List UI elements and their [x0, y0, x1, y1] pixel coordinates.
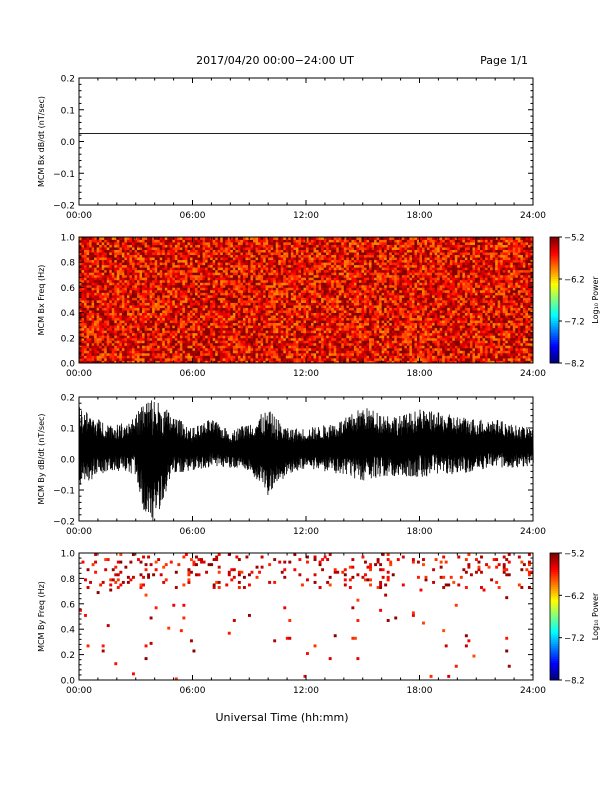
y-tick-label: 0.8 — [61, 575, 76, 585]
x-tick-label: 12:00 — [293, 211, 319, 221]
x-tick-label: 12:00 — [293, 369, 319, 379]
colorbar-label: Log₁₀ Power — [591, 592, 600, 640]
colorbar-tick: −6.2 — [564, 276, 585, 286]
y-tick-label: 0.0 — [61, 360, 76, 370]
y-tick-label: 0.4 — [61, 626, 76, 636]
x-tick-label: 00:00 — [66, 527, 92, 537]
y-tick-label: 0.1 — [61, 106, 75, 116]
colorbar: −5.2 −6.2 −7.2 −8.2 Log₁₀ Power — [549, 550, 600, 687]
y-tick-label: −0.1 — [53, 170, 75, 180]
x-axis-label: Universal Time (hh:mm) — [216, 711, 349, 724]
panel-2: −5.2 −6.2 −7.2 −8.2 Log₁₀ Power 00:00 06:00 12:… — [37, 234, 600, 380]
x-tick-label: 18:00 — [407, 211, 433, 221]
colorbar-tick: −8.2 — [564, 360, 585, 370]
x-tick-label: 06:00 — [180, 369, 206, 379]
x-tick-label: 18:00 — [407, 527, 433, 537]
y-tick-label: 0.1 — [61, 425, 75, 435]
y-axis-label: MCM Bx Freq (Hz) — [37, 265, 46, 336]
x-tick-label: 12:00 — [293, 527, 319, 537]
y-tick-label: 1.0 — [61, 550, 76, 560]
y-tick-label: 0.0 — [61, 677, 76, 687]
y-tick-label: 0.2 — [61, 75, 75, 85]
y-tick-label: 0.0 — [61, 456, 76, 466]
y-axis-label: MCM Bx dB/dt (nT/sec) — [37, 96, 46, 187]
colorbar: −5.2 −6.2 −7.2 −8.2 Log₁₀ Power — [549, 234, 600, 370]
page-title: 2017/04/20 00:00−24:00 UT — [196, 54, 354, 67]
y-tick-label: −0.1 — [53, 487, 75, 497]
colorbar-tick: −6.2 — [564, 592, 585, 602]
colorbar-tick: −5.2 — [564, 550, 585, 560]
panels: 00:00 06:00 12:00 18:00 24:00 0.2 0.1 0.0 −0.1 −0… — [37, 75, 600, 697]
x-tick-label: 06:00 — [180, 686, 206, 696]
panel-3: 00:00 06:00 12:00 18:00 24:00 0.2 0.1 0.0 −0.1 −0… — [37, 394, 546, 538]
colorbar-tick: −7.2 — [564, 318, 585, 328]
y-tick-label: 0.6 — [61, 284, 76, 294]
y-tick-label: 0.0 — [61, 138, 76, 148]
series-line — [78, 400, 534, 521]
spectrogram — [79, 237, 534, 364]
x-tick-label: 18:00 — [407, 369, 433, 379]
y-axis-label: MCM By Freq (Hz) — [37, 581, 46, 652]
y-tick-label: 0.2 — [61, 394, 75, 404]
panel-4: −5.2 −6.2 −7.2 −8.2 Log₁₀ Power 00:00 06:00 12:… — [37, 550, 600, 697]
y-tick-label: −0.2 — [53, 202, 75, 212]
colorbar-tick: −8.2 — [564, 677, 585, 687]
y-tick-label: −0.2 — [53, 518, 75, 528]
x-tick-label: 06:00 — [180, 211, 206, 221]
colorbar-label: Log₁₀ Power — [591, 276, 600, 324]
panel-1: 00:00 06:00 12:00 18:00 24:00 0.2 0.1 0.0 −0.1 −0… — [37, 75, 546, 222]
x-tick-label: 24:00 — [520, 686, 546, 696]
y-tick-label: 1.0 — [61, 234, 76, 244]
y-tick-label: 0.8 — [61, 259, 76, 269]
y-axis-label: MCM By dB/dt (nT/sec) — [37, 413, 46, 504]
colorbar-tick: −7.2 — [564, 634, 585, 644]
page-number: Page 1/1 — [480, 54, 528, 67]
x-tick-label: 00:00 — [66, 211, 92, 221]
colorbar-tick: −5.2 — [564, 234, 585, 244]
x-tick-label: 24:00 — [520, 211, 546, 221]
x-tick-label: 00:00 — [66, 686, 92, 696]
x-tick-label: 00:00 — [66, 369, 92, 379]
plot-frame — [78, 77, 534, 206]
x-tick-label: 18:00 — [407, 686, 433, 696]
y-tick-label: 0.2 — [61, 334, 75, 344]
y-tick-label: 0.4 — [61, 309, 76, 319]
x-tick-label: 24:00 — [520, 369, 546, 379]
x-tick-label: 12:00 — [293, 686, 319, 696]
x-tick-label: 24:00 — [520, 527, 546, 537]
y-tick-label: 0.2 — [61, 651, 75, 661]
y-tick-label: 0.6 — [61, 600, 76, 610]
x-tick-label: 06:00 — [180, 527, 206, 537]
spectrogram — [79, 553, 534, 681]
